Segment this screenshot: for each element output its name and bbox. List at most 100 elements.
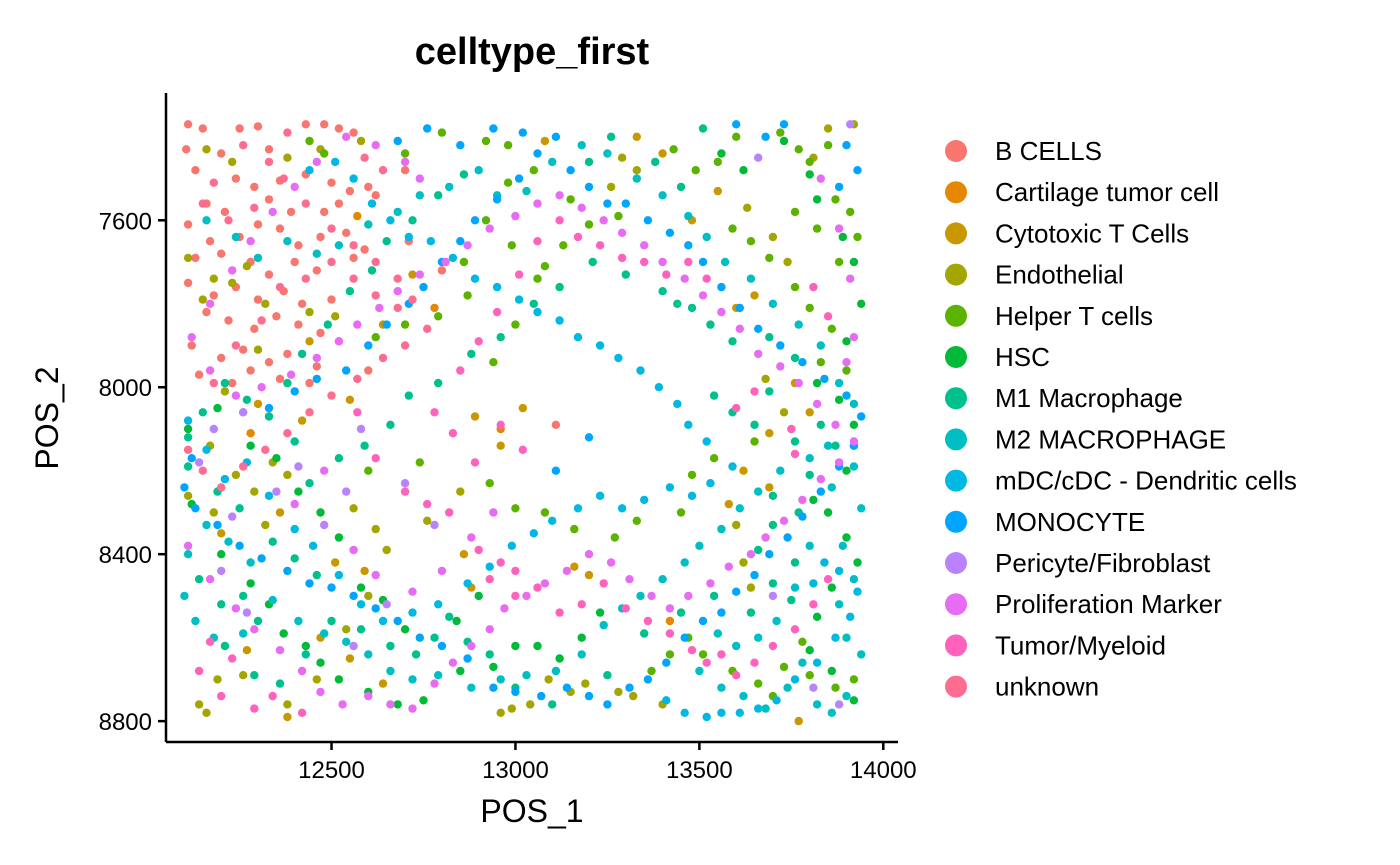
data-point bbox=[334, 675, 344, 684]
data-point bbox=[434, 191, 443, 200]
data-point bbox=[268, 207, 277, 217]
data-point bbox=[187, 333, 196, 342]
data-point bbox=[456, 666, 465, 676]
data-point bbox=[316, 658, 325, 667]
data-point bbox=[754, 487, 763, 496]
data-point bbox=[246, 579, 255, 588]
data-point bbox=[316, 328, 325, 338]
data-point bbox=[235, 124, 244, 133]
data-point bbox=[261, 299, 270, 308]
data-point bbox=[555, 282, 564, 292]
data-point bbox=[754, 704, 763, 713]
data-point bbox=[706, 320, 715, 329]
data-point bbox=[717, 708, 726, 717]
data-point bbox=[342, 366, 351, 375]
data-point bbox=[209, 291, 218, 300]
data-point bbox=[750, 570, 759, 580]
data-point bbox=[220, 378, 230, 388]
data-point bbox=[191, 504, 200, 513]
data-point bbox=[584, 182, 594, 192]
data-point bbox=[297, 708, 307, 717]
data-point bbox=[603, 199, 612, 208]
data-point bbox=[342, 132, 351, 141]
data-point bbox=[467, 349, 476, 359]
data-point bbox=[400, 341, 410, 350]
data-point bbox=[768, 520, 778, 530]
data-point bbox=[706, 579, 715, 588]
data-point bbox=[231, 604, 241, 613]
data-point bbox=[217, 149, 226, 158]
data-point bbox=[470, 216, 480, 225]
data-point bbox=[698, 124, 708, 133]
data-point bbox=[834, 458, 844, 467]
data-point bbox=[290, 554, 299, 563]
data-point bbox=[430, 633, 439, 642]
data-point bbox=[529, 166, 538, 175]
data-point bbox=[732, 132, 741, 141]
data-point bbox=[680, 558, 689, 567]
data-point bbox=[805, 170, 814, 179]
data-point bbox=[220, 207, 230, 217]
data-point bbox=[518, 445, 527, 454]
data-point bbox=[812, 399, 822, 409]
data-point bbox=[584, 570, 594, 580]
data-point bbox=[735, 708, 744, 717]
data-point bbox=[673, 399, 682, 409]
data-point bbox=[400, 157, 410, 167]
data-point bbox=[518, 403, 527, 413]
data-point bbox=[331, 558, 340, 567]
data-point bbox=[467, 683, 476, 692]
data-point bbox=[573, 333, 583, 342]
data-point bbox=[614, 211, 623, 221]
data-point bbox=[305, 166, 314, 175]
legend-label: Cartilage tumor cell bbox=[995, 177, 1219, 207]
data-point bbox=[434, 312, 443, 321]
y-ticks: 7600 8000 8400 8800 bbox=[99, 208, 166, 736]
data-point bbox=[846, 207, 855, 217]
data-point bbox=[853, 232, 862, 242]
data-point bbox=[831, 195, 840, 204]
data-point bbox=[507, 704, 516, 713]
data-point bbox=[345, 186, 355, 196]
data-point bbox=[209, 178, 218, 187]
data-point bbox=[382, 545, 391, 555]
data-point bbox=[621, 199, 630, 208]
data-point bbox=[364, 220, 373, 229]
data-point bbox=[393, 287, 402, 296]
data-point bbox=[334, 124, 344, 133]
data-point bbox=[437, 128, 447, 137]
data-point bbox=[183, 416, 193, 425]
data-point bbox=[665, 650, 675, 659]
legend-label: M1 Macrophage bbox=[995, 383, 1183, 413]
legend-label: Proliferation Marker bbox=[995, 589, 1222, 619]
data-point bbox=[500, 604, 509, 613]
legend-swatch bbox=[945, 263, 967, 286]
data-point bbox=[290, 257, 299, 267]
data-point bbox=[360, 441, 369, 450]
data-point bbox=[194, 575, 204, 584]
data-point bbox=[662, 658, 671, 667]
data-point bbox=[400, 149, 410, 158]
data-point bbox=[717, 683, 726, 692]
data-point bbox=[732, 641, 741, 651]
data-point bbox=[445, 182, 454, 192]
data-point bbox=[540, 262, 550, 271]
data-point bbox=[375, 303, 384, 313]
data-point bbox=[754, 324, 763, 333]
data-point bbox=[827, 708, 836, 717]
data-point bbox=[603, 700, 612, 709]
data-point bbox=[765, 550, 774, 559]
data-point bbox=[842, 141, 851, 150]
data-point bbox=[739, 166, 748, 175]
data-point bbox=[584, 691, 594, 701]
data-point bbox=[834, 566, 844, 576]
data-point bbox=[400, 487, 410, 496]
data-point bbox=[316, 508, 325, 517]
data-point bbox=[205, 637, 215, 646]
data-point bbox=[787, 424, 796, 434]
data-point bbox=[765, 333, 774, 342]
data-point bbox=[746, 237, 756, 246]
data-point bbox=[846, 274, 855, 283]
data-point bbox=[290, 524, 299, 534]
data-point bbox=[632, 174, 641, 183]
